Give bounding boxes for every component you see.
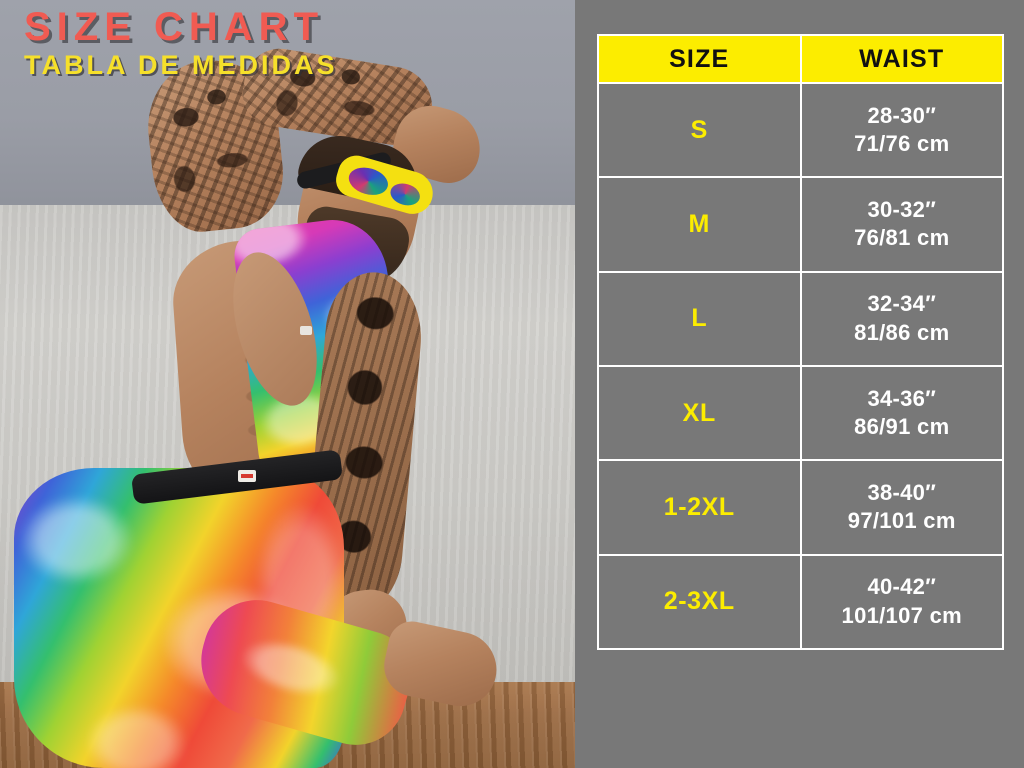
size-value: S	[597, 81, 802, 179]
waist-value: 34-36″ 86/91 cm	[799, 364, 1004, 462]
model-figure	[0, 0, 575, 768]
waist-inches: 38-40″	[867, 479, 937, 505]
column-header-waist: WAIST	[799, 34, 1004, 84]
waist-centimeters: 86/91 cm	[854, 414, 950, 440]
waist-centimeters: 71/76 cm	[854, 131, 950, 157]
waist-value: 40-42″ 101/107 cm	[799, 553, 1004, 651]
table-row: XL 34-36″ 86/91 cm	[597, 364, 1004, 462]
waist-inches: 34-36″	[867, 385, 937, 411]
waist-value: 32-34″ 81/86 cm	[799, 270, 1004, 367]
size-value: M	[597, 176, 802, 273]
waist-inches: 30-32″	[867, 196, 937, 222]
table-row: M 30-32″ 76/81 cm	[597, 176, 1004, 273]
waist-centimeters: 76/81 cm	[854, 225, 950, 251]
size-value: 2-3XL	[597, 553, 802, 651]
waist-value: 28-30″ 71/76 cm	[799, 81, 1004, 179]
table-head: SIZE WAIST	[597, 34, 1004, 84]
garment-tag	[300, 326, 312, 335]
size-value: 1-2XL	[597, 459, 802, 556]
table-row: L 32-34″ 81/86 cm	[597, 270, 1004, 367]
waist-centimeters: 101/107 cm	[841, 602, 962, 628]
waist-centimeters: 97/101 cm	[847, 508, 956, 534]
waist-inches: 40-42″	[867, 574, 937, 600]
table-body: S 28-30″ 71/76 cm M 30-32″ 76/81 cm L	[597, 81, 1004, 651]
table-row: 2-3XL 40-42″ 101/107 cm	[597, 553, 1004, 651]
size-value: L	[597, 270, 802, 367]
waist-inches: 32-34″	[867, 291, 937, 317]
table-row: S 28-30″ 71/76 cm	[597, 81, 1004, 179]
size-value: XL	[597, 364, 802, 462]
waist-inches: 28-30″	[867, 102, 937, 128]
waist-centimeters: 81/86 cm	[854, 319, 950, 345]
waist-value: 38-40″ 97/101 cm	[799, 459, 1004, 556]
table-header-row: SIZE WAIST	[597, 34, 1004, 84]
table-row: 1-2XL 38-40″ 97/101 cm	[597, 459, 1004, 556]
waist-value: 30-32″ 76/81 cm	[799, 176, 1004, 273]
model-photo: SIZE CHART TABLA DE MEDIDAS	[0, 0, 575, 768]
size-chart-panel: SIZE WAIST S 28-30″ 71/76 cm M 30-32″ 7	[575, 0, 1024, 768]
waistband-brand-tag	[238, 470, 256, 482]
size-chart-table: SIZE WAIST S 28-30″ 71/76 cm M 30-32″ 7	[597, 34, 1004, 651]
column-header-size: SIZE	[597, 34, 802, 84]
